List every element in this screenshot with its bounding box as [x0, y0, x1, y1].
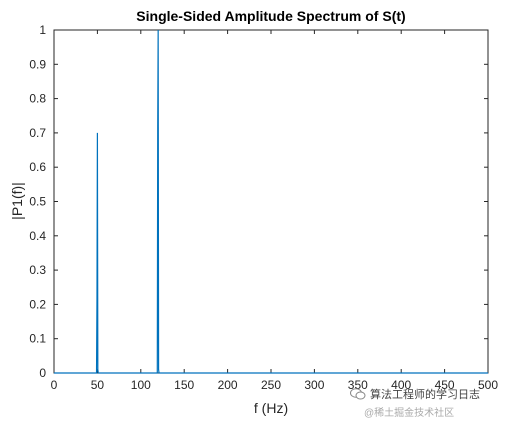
y-tick-label: 0.2	[29, 297, 46, 311]
x-axis-title: f (Hz)	[254, 400, 288, 416]
y-tick-label: 1	[39, 23, 46, 37]
y-axis-title: |P1(f)|	[9, 182, 25, 220]
x-tick-label: 50	[91, 378, 105, 392]
x-tick-label: 500	[478, 378, 498, 392]
y-tick-label: 0.8	[29, 92, 46, 106]
chart-title: Single-Sided Amplitude Spectrum of S(t)	[136, 8, 405, 24]
x-tick-label: 350	[348, 378, 368, 392]
series-layer	[54, 29, 488, 374]
watermark-text-1: 算法工程师的学习日志	[370, 389, 480, 401]
x-tick-label: 150	[174, 378, 194, 392]
y-tick-label: 0.6	[29, 160, 46, 174]
y-tick-label: 0	[39, 366, 46, 380]
y-tick-label: 0.5	[29, 195, 46, 209]
x-tick-label: 200	[218, 378, 238, 392]
x-tick-label: 0	[51, 378, 58, 392]
watermark-line-1: 算法工程师的学习日志	[350, 386, 515, 402]
y-tick-label: 0.1	[29, 332, 46, 346]
spectrum-series-line	[54, 29, 488, 374]
x-tick-label: 300	[304, 378, 324, 392]
x-tick-label: 450	[435, 378, 455, 392]
plot-area	[53, 29, 489, 374]
x-tick-label: 250	[261, 378, 281, 392]
ticks-layer: 0 50 100 150 200 250 300 350 400 450 500 0 0.1 0.2 0.3…	[29, 23, 498, 392]
y-tick-label: 0.4	[29, 229, 46, 243]
x-tick-label: 100	[131, 378, 151, 392]
watermark: 算法工程师的学习日志 @稀土掘金技术社区	[350, 386, 515, 419]
wechat-icon	[350, 388, 366, 400]
watermark-line-2: @稀土掘金技术社区	[364, 408, 455, 419]
y-tick-label: 0.9	[29, 57, 46, 71]
y-tick-label: 0.3	[29, 263, 46, 277]
x-tick-label: 400	[391, 378, 411, 392]
y-tick-label: 0.7	[29, 126, 46, 140]
